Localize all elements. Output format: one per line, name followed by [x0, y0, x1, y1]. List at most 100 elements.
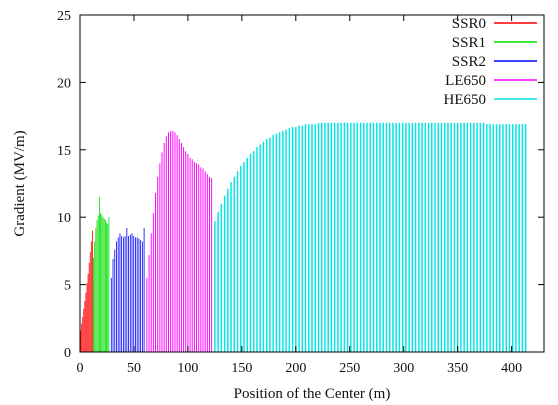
- bar-he650-59: [405, 122, 407, 352]
- bar-he650-69: [437, 122, 439, 352]
- bar-he650-22: [285, 129, 287, 352]
- bar-he650-45: [359, 122, 362, 352]
- bar-he650-4: [227, 188, 229, 352]
- bar-he650-30: [311, 124, 313, 352]
- bar-ssr0-4: [84, 300, 86, 352]
- bar-he650-82: [479, 122, 482, 352]
- bar-he650-38: [337, 122, 339, 352]
- bar-he650-65: [424, 122, 427, 352]
- bar-he650-37: [333, 122, 336, 352]
- bar-ssr1-12: [107, 223, 109, 352]
- bar-le650-30: [211, 178, 213, 352]
- bar-he650-14: [259, 144, 261, 352]
- bar-ssr1-9: [103, 218, 105, 352]
- bar-le650-13: [174, 132, 176, 352]
- bar-he650-66: [427, 122, 430, 352]
- x-tick-label-2: 100: [177, 361, 198, 376]
- bar-he650-18: [272, 134, 274, 352]
- bar-he650-41: [346, 122, 349, 352]
- bar-ssr0-11: [92, 230, 93, 352]
- bar-he650-5: [230, 182, 232, 352]
- bar-he650-27: [301, 125, 304, 352]
- bar-ssr2-15: [136, 237, 138, 352]
- bar-ssr2-2: [114, 249, 116, 352]
- bar-he650-78: [466, 122, 469, 352]
- bar-he650-56: [395, 122, 397, 352]
- bar-he650-62: [414, 122, 417, 352]
- bar-le650-25: [200, 167, 202, 352]
- bar-he650-58: [401, 122, 404, 352]
- bar-he650-84: [486, 124, 488, 352]
- bar-he650-10: [246, 157, 248, 352]
- bar-he650-76: [460, 122, 462, 352]
- bar-he650-33: [320, 122, 323, 352]
- bar-ssr0-10: [90, 241, 92, 352]
- bar-ssr0-5: [85, 292, 87, 352]
- bar-he650-32: [317, 122, 320, 352]
- bar-ssr2-1: [112, 258, 114, 352]
- bar-ssr1-10: [104, 219, 106, 352]
- bar-le650-9: [165, 136, 167, 352]
- bar-he650-61: [411, 122, 414, 352]
- bar-ssr0-3: [83, 308, 85, 352]
- bar-le650-19: [187, 153, 189, 352]
- bar-he650-6: [233, 176, 236, 352]
- bar-he650-31: [314, 124, 316, 352]
- bar-he650-16: [265, 139, 268, 352]
- bar-ssr1-6: [100, 213, 102, 352]
- bar-he650-77: [463, 122, 465, 352]
- bar-ssr2-9: [126, 227, 128, 352]
- bar-he650-21: [282, 130, 284, 352]
- bar-ssr1-7: [101, 214, 103, 352]
- bar-he650-53: [385, 122, 388, 352]
- y-axis-label: Gradient (MV/m): [12, 130, 28, 236]
- bar-ssr2-12: [131, 233, 133, 352]
- bar-le650-7: [161, 152, 163, 352]
- bar-ssr0-2: [82, 316, 84, 352]
- bar-ssr2-5: [119, 233, 121, 352]
- bar-he650-57: [398, 122, 401, 352]
- bar-he650-3: [223, 195, 226, 352]
- bar-he650-49: [372, 122, 375, 352]
- bar-le650-23: [196, 163, 198, 352]
- x-tick-label-6: 300: [393, 361, 414, 376]
- bar-he650-17: [269, 137, 271, 352]
- plot-frame: [79, 14, 545, 353]
- bar-he650-80: [473, 122, 475, 352]
- bar-he650-75: [456, 122, 459, 352]
- y-tick-label-0: 0: [64, 346, 71, 361]
- bar-he650-63: [418, 122, 420, 352]
- bar-he650-46: [363, 122, 365, 352]
- bar-he650-50: [376, 122, 378, 352]
- bar-he650-71: [444, 122, 446, 352]
- bar-he650-25: [295, 126, 297, 352]
- bar-le650-3: [152, 213, 154, 352]
- bar-he650-47: [366, 122, 368, 352]
- bar-he650-44: [356, 122, 359, 352]
- bar-he650-93: [515, 124, 517, 352]
- bar-he650-96: [524, 124, 527, 352]
- bar-ssr2-8: [124, 236, 126, 352]
- bar-he650-13: [256, 147, 258, 352]
- bar-ssr2-4: [117, 237, 119, 352]
- bar-he650-36: [330, 122, 333, 352]
- bar-le650-14: [176, 134, 178, 352]
- bar-le650-4: [155, 192, 157, 352]
- bar-he650-88: [499, 124, 501, 352]
- bar-le650-27: [204, 171, 206, 352]
- bar-he650-64: [421, 122, 423, 352]
- bar-ssr1-11: [106, 222, 107, 352]
- bar-he650-51: [379, 122, 381, 352]
- bar-ssr1-13: [108, 217, 110, 352]
- bar-le650-29: [209, 176, 210, 352]
- bar-ssr2-3: [116, 241, 117, 352]
- bar-ssr1-4: [97, 215, 99, 352]
- bar-he650-92: [511, 124, 514, 352]
- bar-he650-24: [291, 126, 294, 352]
- bar-he650-70: [440, 122, 443, 352]
- bar-ssr2-17: [140, 240, 142, 352]
- bar-he650-35: [327, 122, 329, 352]
- bar-ssr2-10: [128, 236, 129, 352]
- bar-ssr2-13: [133, 236, 135, 352]
- bar-he650-89: [502, 124, 504, 352]
